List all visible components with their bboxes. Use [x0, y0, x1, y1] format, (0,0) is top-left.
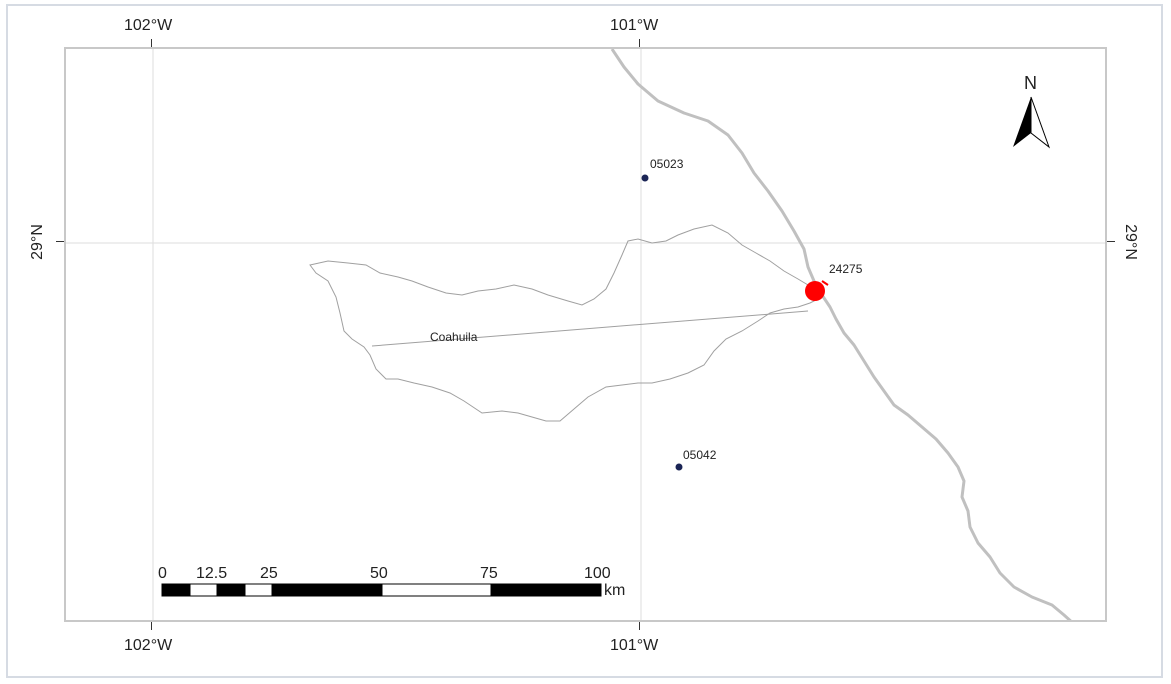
tick-bottom-102 [151, 622, 152, 630]
lon-label-bottom-101: 101°W [610, 637, 659, 654]
basin-outline [309, 224, 819, 422]
north-arrow: N [1013, 73, 1051, 149]
lon-label-top-102: 102°W [124, 17, 173, 34]
lat-label-left: 29°N [28, 224, 46, 260]
station-05042-point [675, 463, 683, 471]
tick-right-29 [1107, 241, 1115, 242]
basin-leader-line [371, 310, 809, 347]
station-24275-marker-tick [821, 280, 829, 286]
north-arrow-label: N [1024, 73, 1037, 93]
tick-top-102 [151, 39, 152, 47]
scale-seg-2 [189, 583, 218, 597]
scale-tick-100: 100 [584, 565, 611, 582]
map-frame: Coahuila 05023 05042 24275 N 0 12.5 [64, 47, 1107, 622]
scale-seg-7 [490, 583, 602, 597]
tick-bottom-101 [639, 622, 640, 630]
scale-seg-4 [244, 583, 273, 597]
scale-tick-75: 75 [480, 565, 498, 582]
lon-label-bottom-102: 102°W [124, 637, 173, 654]
lat-label-right: 29°N [1121, 224, 1139, 260]
tick-top-101 [639, 39, 640, 47]
map-canvas: Coahuila 05023 05042 24275 N 0 12.5 [66, 49, 1105, 620]
scale-seg-6 [381, 583, 492, 597]
scale-bar: 0 12.5 25 50 75 100 km [158, 565, 625, 599]
scale-seg-3 [216, 583, 246, 597]
scale-tick-12-5: 12.5 [196, 565, 227, 582]
river-line [610, 49, 1072, 620]
scale-seg-5 [271, 583, 383, 597]
lon-label-top-101: 101°W [610, 17, 659, 34]
station-24275-point [805, 281, 825, 301]
scale-tick-0: 0 [158, 565, 167, 582]
north-arrow-right-half [1030, 96, 1051, 149]
scale-tick-25: 25 [260, 565, 278, 582]
station-24275-label: 24275 [829, 262, 863, 276]
scale-seg-1 [161, 583, 191, 597]
scale-unit: km [604, 582, 625, 599]
station-05023-label: 05023 [650, 157, 684, 171]
basin-label: Coahuila [430, 330, 478, 344]
tick-left-29 [56, 241, 64, 242]
scale-tick-50: 50 [370, 565, 388, 582]
station-05023-point [641, 174, 649, 182]
north-arrow-left-half [1013, 97, 1031, 147]
station-05042-label: 05042 [683, 448, 717, 462]
